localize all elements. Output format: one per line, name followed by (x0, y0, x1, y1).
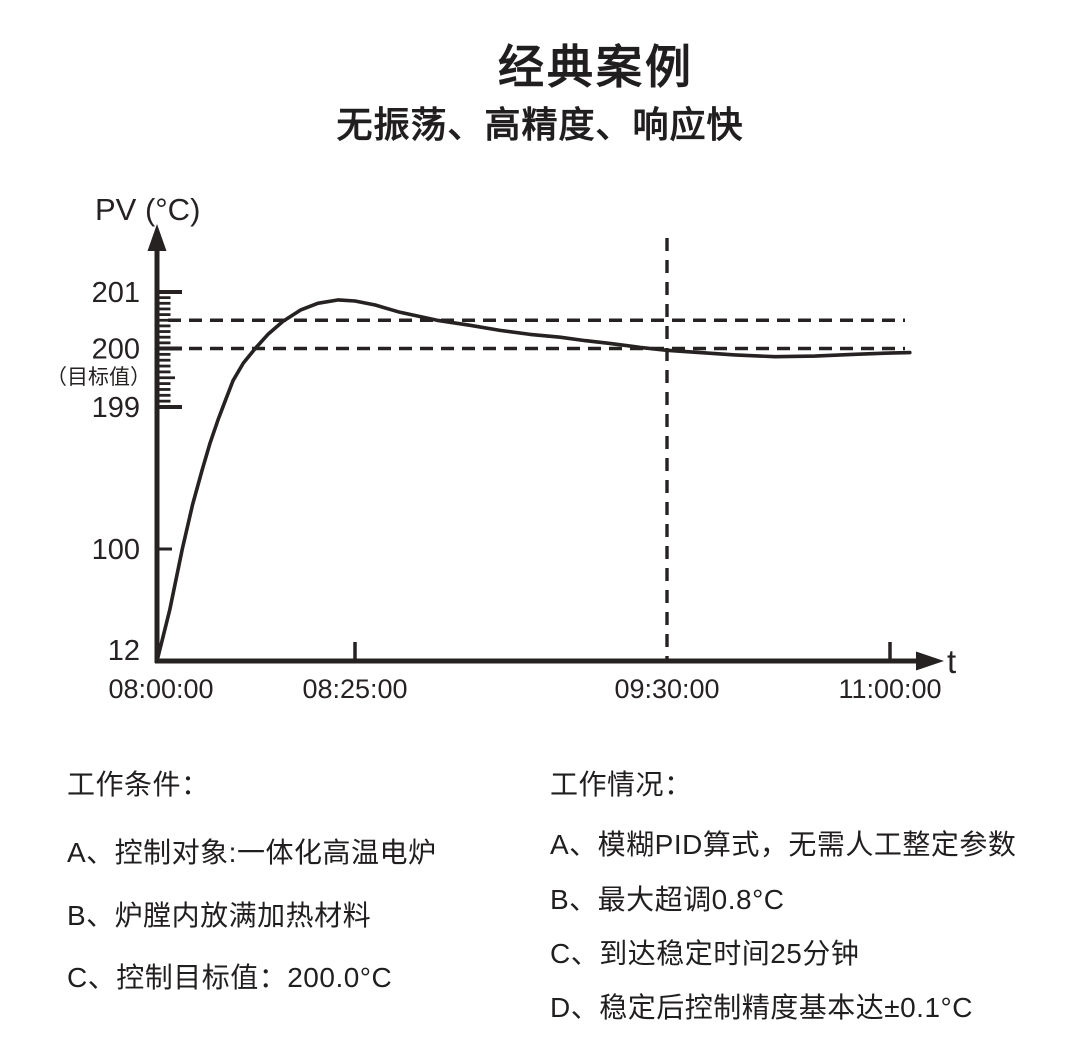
page-subtitle: 无振荡、高精度、响应快 (336, 104, 744, 145)
condition-item-a: A、控制对象:一体化高温电炉 (67, 837, 437, 868)
pv-curve (155, 298, 912, 663)
working-performance-heading: 工作情况： (550, 769, 693, 800)
y-axis-arrow-icon (147, 224, 167, 251)
page-title: 经典案例 (498, 41, 694, 93)
condition-item-b: B、炉膛内放满加热材料 (67, 900, 372, 931)
y-tick-label: 199 (92, 392, 140, 424)
x-tick-label: 08:25:00 (302, 674, 407, 704)
x-axis-title: t (947, 643, 956, 680)
performance-item-a: A、模糊PID算式，无需人工整定参数 (550, 829, 1017, 860)
x-tick-label: 08:00:00 (108, 674, 213, 704)
performance-item-c: C、到达稳定时间25分钟 (550, 938, 860, 969)
y-tick-label: 200 (92, 334, 140, 366)
x-tick-label: 11:00:00 (838, 674, 941, 704)
y-tick-label: 12 (108, 635, 140, 667)
working-conditions-heading: 工作条件： (67, 769, 210, 800)
x-tick-label: 09:30:00 (614, 674, 719, 704)
performance-item-b: B、最大超调0.8°C (550, 884, 785, 915)
condition-item-c: C、控制目标值：200.0°C (67, 962, 393, 993)
performance-item-d: D、稳定后控制精度基本达±0.1°C (550, 992, 973, 1023)
y-tick-label: 100 (92, 534, 140, 566)
x-axis-arrow-icon (916, 651, 944, 671)
y-axis-title: PV (°C) (95, 192, 200, 227)
target-value-label: （目标值） (46, 366, 151, 389)
y-tick-label: 201 (92, 277, 140, 309)
